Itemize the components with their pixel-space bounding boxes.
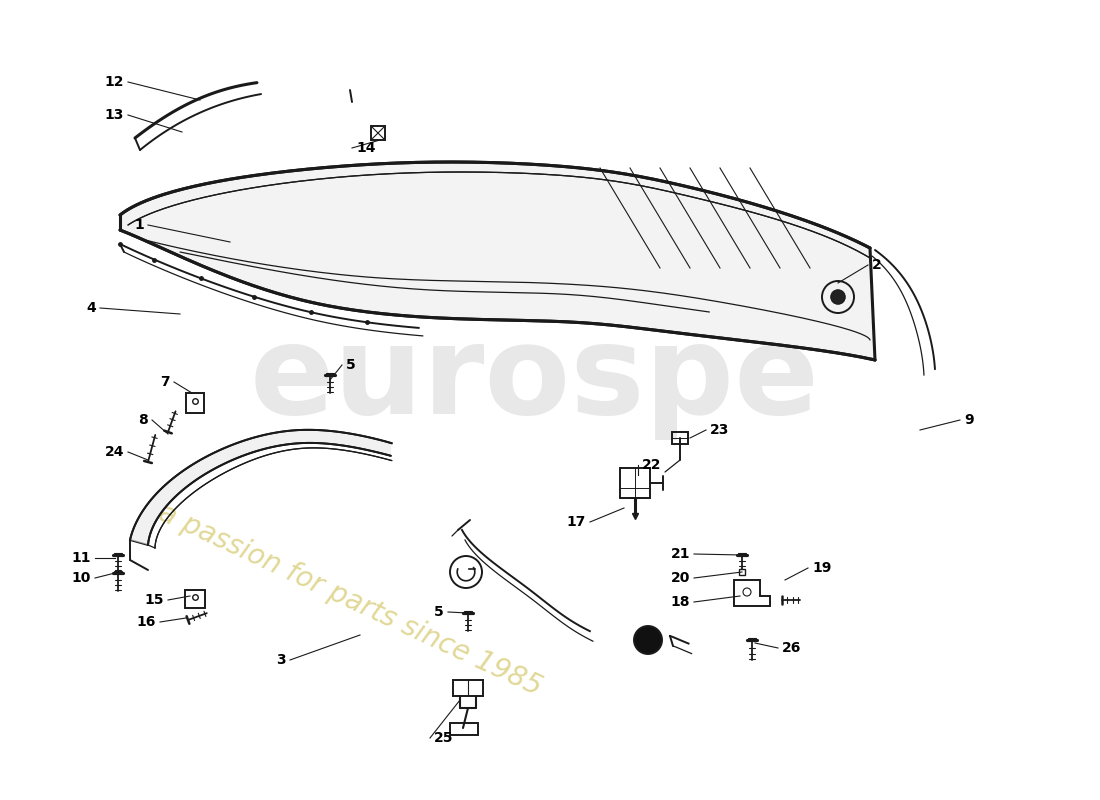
Text: 19: 19 <box>812 561 832 575</box>
Text: 1: 1 <box>134 218 144 232</box>
Text: 22: 22 <box>642 458 661 472</box>
Circle shape <box>634 626 662 654</box>
Text: 24: 24 <box>104 445 124 459</box>
Text: 7: 7 <box>161 375 170 389</box>
Text: 15: 15 <box>144 593 164 607</box>
Text: 10: 10 <box>72 571 91 585</box>
Text: 16: 16 <box>136 615 156 629</box>
Text: 17: 17 <box>566 515 586 529</box>
Text: 25: 25 <box>434 731 453 745</box>
Text: 5: 5 <box>346 358 355 372</box>
Text: 5: 5 <box>434 605 444 619</box>
Text: 11: 11 <box>72 551 91 565</box>
Text: 23: 23 <box>710 423 729 437</box>
Text: 13: 13 <box>104 108 124 122</box>
Text: 21: 21 <box>671 547 690 561</box>
Text: 26: 26 <box>782 641 802 655</box>
Text: 18: 18 <box>671 595 690 609</box>
Circle shape <box>830 290 845 304</box>
Text: 3: 3 <box>276 653 286 667</box>
Text: eurospe: eurospe <box>250 319 820 441</box>
Text: 12: 12 <box>104 75 124 89</box>
Text: 4: 4 <box>86 301 96 315</box>
Text: 2: 2 <box>872 258 882 272</box>
Text: 14: 14 <box>356 141 375 155</box>
Polygon shape <box>120 162 874 360</box>
Text: a passion for parts since 1985: a passion for parts since 1985 <box>154 498 546 702</box>
Polygon shape <box>130 430 392 545</box>
Text: 8: 8 <box>139 413 148 427</box>
Text: 20: 20 <box>671 571 690 585</box>
Text: 9: 9 <box>964 413 974 427</box>
